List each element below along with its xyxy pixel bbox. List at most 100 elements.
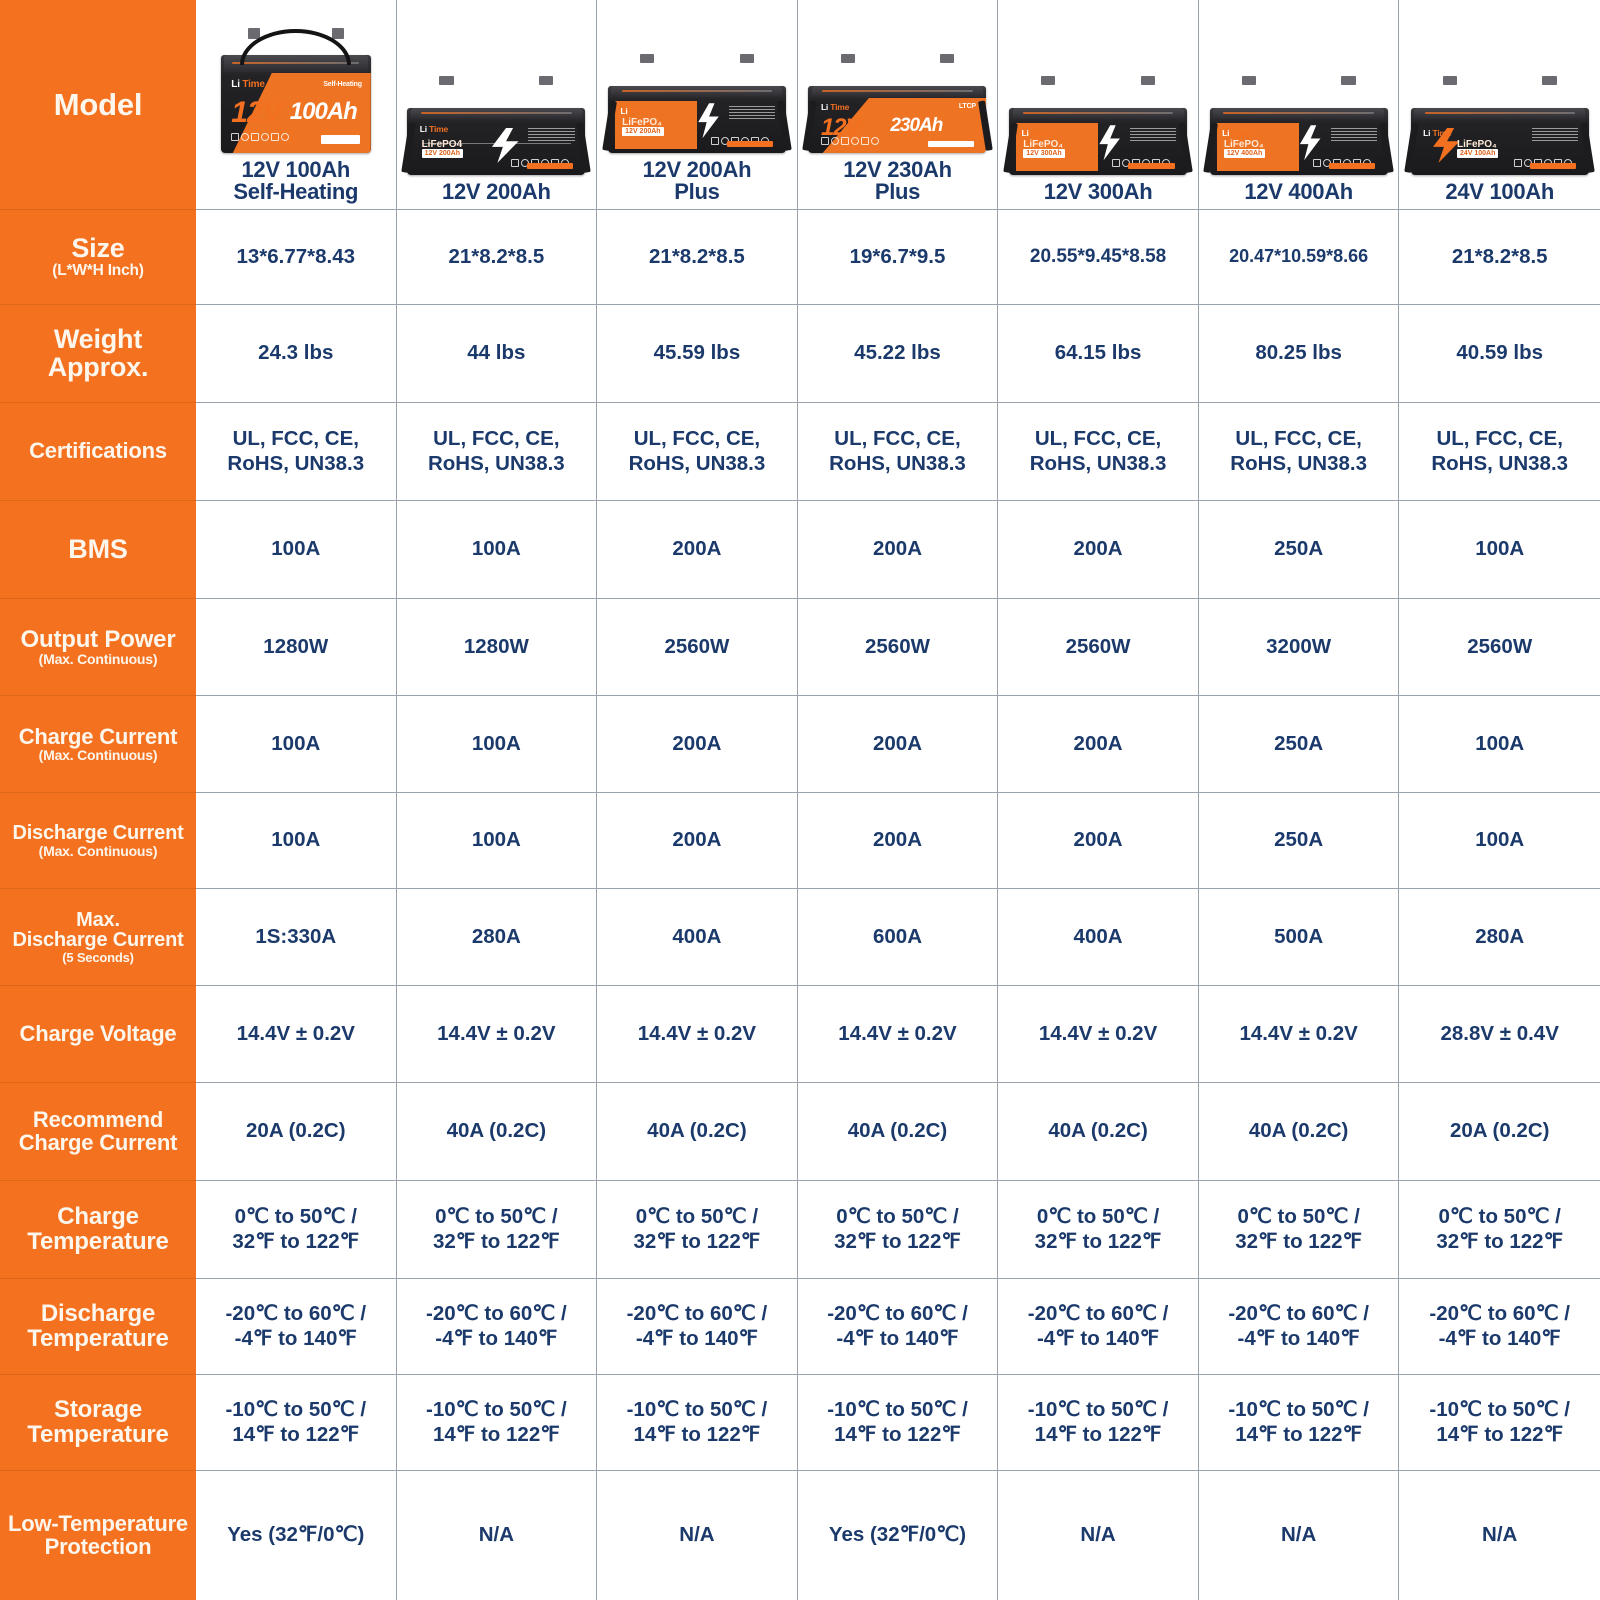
spec-value-cell: 0℃ to 50℃ / 32℉ to 122℉ [1198,1181,1400,1279]
battery-product-image: 12V 230Ah Li Time LTCP [802,54,993,153]
row-label-size: Size (L*W*H Inch) [0,210,196,305]
battery-image-wrap: 12V 100Ah Li Time Self-Heating [199,4,393,155]
row-label-bms: BMS [0,501,196,599]
row-label-subtext: (Max. Continuous) [38,747,158,764]
spec-value-cell: 250A [1198,501,1400,599]
spec-value-cell: -20℃ to 60℃ / -4℉ to 140℉ [797,1279,999,1375]
row-label-discharge-current: Discharge Current (Max. Continuous) [0,793,196,889]
battery-image-wrap: 12V 230Ah Li Time LTCP [801,4,995,155]
spec-value-cell: 14.4V ± 0.2V [196,986,397,1083]
spec-value-cell: UL, FCC, CE, RoHS, UN38.3 [797,403,999,501]
model-header-cell: Li Time LiFePO₄ 12V 400Ah 12V 400Ah [1198,0,1400,210]
spec-value-cell: N/A [998,1471,1199,1600]
row-label-charge-voltage: Charge Voltage [0,986,196,1083]
spec-value-cell: 600A [797,889,999,986]
spec-value-cell: 100A [196,696,397,793]
spec-value-cell: 0℃ to 50℃ / 32℉ to 122℉ [396,1181,598,1279]
spec-value-cell: 200A [797,501,999,599]
spec-value-cell: -10℃ to 50℃ / 14℉ to 122℉ [1399,1375,1600,1471]
spec-value-cell: -10℃ to 50℃ / 14℉ to 122℉ [597,1375,798,1471]
spec-value-cell: 100A [1399,696,1600,793]
spec-value-cell: N/A [597,1471,798,1600]
battery-image-wrap: Li Time LiFePO₄ 12V 200Ah [600,4,794,155]
spec-value-cell: 28.8V ± 0.4V [1399,986,1600,1083]
spec-value-cell: 100A [1399,793,1600,889]
spec-value-cell: 40A (0.2C) [1198,1083,1400,1181]
row-label-discharge-temperature: Discharge Temperature [0,1279,196,1375]
spec-value-cell: 45.59 lbs [597,305,798,403]
row-label-storage-temperature: Storage Temperature [0,1375,196,1471]
spec-value-cell: 280A [1399,889,1600,986]
spec-value-cell: 0℃ to 50℃ / 32℉ to 122℉ [998,1181,1199,1279]
spec-value-cell: 80.25 lbs [1198,305,1400,403]
row-label-text: Max. Discharge Current [12,908,184,952]
spec-value-cell: 21*8.2*8.5 [597,210,798,305]
spec-value-cell: 3200W [1198,599,1400,696]
model-header-cell: Li Time LiFePO₄ 12V 200Ah 12V 200Ah Plus [597,0,798,210]
spec-value-cell: -10℃ to 50℃ / 14℉ to 122℉ [1198,1375,1400,1471]
battery-image-wrap: Li Time LiFePO4 12V 200Ah [400,4,594,177]
spec-value-cell: UL, FCC, CE, RoHS, UN38.3 [1198,403,1400,501]
spec-value-cell: 19*6.7*9.5 [797,210,999,305]
spec-value-cell: 100A [396,696,598,793]
spec-value-cell: 44 lbs [396,305,598,403]
row-label-text: Recommend Charge Current [18,1107,178,1155]
spec-value-cell: 14.4V ± 0.2V [797,986,999,1083]
row-label-text: Charge Current [18,723,178,749]
spec-value-cell: 200A [998,696,1199,793]
spec-value-cell: Yes (32℉/0℃) [797,1471,999,1600]
spec-value-cell: 2560W [998,599,1199,696]
spec-value-cell: 20.55*9.45*8.58 [998,210,1199,305]
battery-product-image: 12V 100Ah Li Time Self-Heating [220,28,371,153]
spec-value-cell: 0℃ to 50℃ / 32℉ to 122℉ [597,1181,798,1279]
row-label-recommend-charge-current: Recommend Charge Current [0,1083,196,1181]
model-name: 24V 100Ah [1445,179,1554,204]
spec-value-cell: 40A (0.2C) [396,1083,598,1181]
spec-value-cell: 200A [797,696,999,793]
battery-image-wrap: Li Time LiFePO₄ 24V 100Ah [1402,4,1597,177]
battery-product-image: Li Time LiFePO₄ 24V 100Ah [1404,76,1595,175]
spec-value-cell: -10℃ to 50℃ / 14℉ to 122℉ [998,1375,1199,1471]
spec-value-cell: 280A [396,889,598,986]
row-label-subtext: (Max. Continuous) [38,842,158,859]
spec-value-cell: 100A [196,501,397,599]
spec-value-cell: 200A [597,696,798,793]
spec-value-cell: -20℃ to 60℃ / -4℉ to 140℉ [1399,1279,1600,1375]
spec-value-cell: UL, FCC, CE, RoHS, UN38.3 [396,403,598,501]
row-label-text: Low-Temperature Protection [8,1511,188,1559]
model-header-cell: Li Time LiFePO₄ 12V 300Ah 12V 300Ah [998,0,1199,210]
model-name: 12V 100Ah Self-Heating [233,157,359,204]
row-label-text: Storage Temperature [27,1396,169,1448]
spec-value-cell: 14.4V ± 0.2V [1198,986,1400,1083]
row-label-charge-temperature: Charge Temperature [0,1181,196,1279]
spec-value-cell: N/A [1198,1471,1400,1600]
spec-value-cell: Yes (32℉/0℃) [196,1471,397,1600]
spec-value-cell: 100A [196,793,397,889]
spec-value-cell: UL, FCC, CE, RoHS, UN38.3 [196,403,397,501]
spec-value-cell: 250A [1198,793,1400,889]
row-label-text: Certifications [29,438,167,464]
spec-value-cell: 20.47*10.59*8.66 [1198,210,1400,305]
spec-value-cell: 0℃ to 50℃ / 32℉ to 122℉ [797,1181,999,1279]
spec-value-cell: -20℃ to 60℃ / -4℉ to 140℉ [196,1279,397,1375]
spec-value-cell: -10℃ to 50℃ / 14℉ to 122℉ [797,1375,999,1471]
spec-value-cell: 20A (0.2C) [196,1083,397,1181]
row-label-model: Model [0,0,196,210]
spec-value-cell: 14.4V ± 0.2V [597,986,798,1083]
spec-value-cell: -20℃ to 60℃ / -4℉ to 140℉ [1198,1279,1400,1375]
row-label-text: Discharge Current [12,822,184,845]
spec-value-cell: -10℃ to 50℃ / 14℉ to 122℉ [396,1375,598,1471]
spec-value-cell: 40A (0.2C) [797,1083,999,1181]
row-label-subtext: (Max. Continuous) [38,651,158,668]
battery-image-wrap: Li Time LiFePO₄ 12V 300Ah [1001,4,1195,177]
row-label-charge-current: Charge Current (Max. Continuous) [0,696,196,793]
spec-value-cell: 1S:330A [196,889,397,986]
row-label-text: Weight Approx. [47,323,149,382]
spec-value-cell: 100A [396,793,598,889]
spec-value-cell: UL, FCC, CE, RoHS, UN38.3 [597,403,798,501]
model-name: 12V 230Ah Plus [843,157,952,204]
spec-value-cell: 21*8.2*8.5 [396,210,598,305]
spec-value-cell: 200A [998,501,1199,599]
row-label-output-power: Output Power (Max. Continuous) [0,599,196,696]
